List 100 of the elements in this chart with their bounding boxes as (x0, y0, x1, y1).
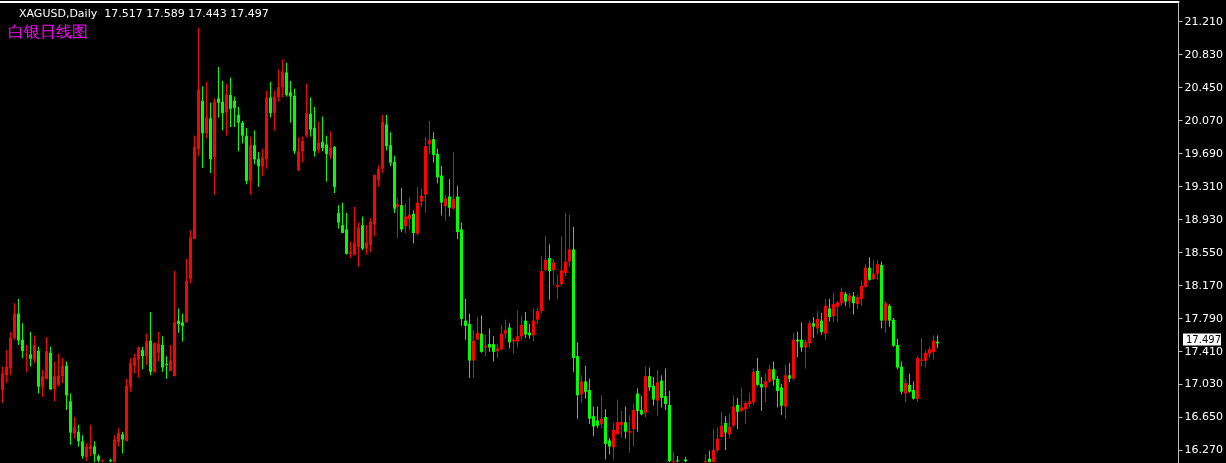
candlestick (840, 287, 843, 307)
candlestick (77, 424, 80, 447)
candlestick (912, 380, 915, 401)
candlestick (712, 428, 715, 463)
y-tick-label: 17.030 (1184, 377, 1224, 391)
candlestick (408, 196, 411, 231)
candlestick (81, 434, 84, 460)
candlestick (852, 291, 855, 316)
candlestick (305, 83, 308, 138)
y-tick-label: 18.930 (1184, 212, 1224, 226)
candlestick (141, 346, 144, 370)
candlestick (145, 333, 148, 366)
candlestick (724, 415, 727, 451)
candlestick (285, 62, 288, 98)
candlestick (225, 83, 228, 137)
candlestick (660, 374, 663, 408)
candlestick (488, 327, 491, 353)
candlestick (768, 364, 771, 384)
candlestick (233, 96, 236, 128)
candlestick (728, 413, 731, 439)
candlestick (600, 394, 603, 429)
candlestick (756, 357, 759, 387)
candlestick (620, 410, 623, 439)
text: XAGUSD,Daily 17.517 17.589 17.443 17.497 (19, 7, 269, 20)
candlestick (61, 357, 64, 384)
y-tick-label: 21.210 (1184, 14, 1224, 28)
candlestick (596, 406, 599, 429)
candlestick (396, 197, 399, 239)
candlestick (820, 312, 823, 336)
y-tick-label: 20.830 (1184, 47, 1224, 61)
candlestick (181, 313, 184, 342)
candlestick (636, 387, 639, 433)
candlestick (744, 400, 747, 425)
candlestick (321, 116, 324, 152)
candlestick (313, 106, 316, 158)
candlestick (480, 314, 483, 354)
candlestick (516, 309, 519, 349)
candlestick (812, 316, 815, 339)
candlestick (57, 353, 60, 388)
candlestick (632, 403, 635, 447)
candlestick (808, 320, 811, 349)
candlestick (137, 346, 140, 379)
candlestick (273, 90, 276, 131)
candlestick (329, 130, 332, 160)
y-tick-label: 20.070 (1184, 113, 1224, 127)
candlestick (876, 259, 879, 281)
candlestick (664, 367, 667, 411)
candlestick (337, 204, 340, 230)
candlestick (556, 274, 559, 300)
y-tick-label: 16.650 (1184, 410, 1224, 424)
y-tick-label: 17.790 (1184, 311, 1224, 325)
candlestick (772, 360, 775, 387)
candlestick (788, 362, 791, 383)
candlestick (241, 120, 244, 145)
candlestick (656, 369, 659, 417)
candlestick (29, 331, 32, 368)
candlestick (357, 222, 360, 268)
candlestick (25, 344, 28, 373)
candlestick (93, 440, 96, 463)
candlestick (177, 307, 180, 334)
candlestick (325, 135, 328, 183)
candlestick (113, 434, 116, 463)
candlestick (764, 373, 767, 403)
candlestick (404, 202, 407, 234)
y-tick-label: 19.310 (1184, 179, 1224, 193)
candlestick (736, 397, 739, 430)
candlestick (361, 215, 364, 251)
candlestick (257, 151, 260, 188)
candlestick (217, 66, 220, 118)
candlestick (624, 406, 627, 440)
text: 白银日线图 (8, 21, 88, 41)
candlestick (504, 319, 507, 340)
y-tick-label: 19.690 (1184, 146, 1224, 160)
candlestick (317, 121, 320, 154)
candlestick (412, 209, 415, 244)
candlestick (492, 335, 495, 362)
candlestick (628, 414, 631, 454)
candlestick (508, 322, 511, 349)
candlestick (868, 256, 871, 282)
candlestick (269, 81, 272, 118)
candlestick (828, 298, 831, 322)
candlestick (297, 136, 300, 172)
candlestick (716, 426, 719, 454)
candlestick (800, 321, 803, 353)
candlestick (277, 69, 280, 103)
candlestick (53, 360, 56, 402)
candlestick (544, 235, 547, 272)
candlestick (161, 335, 164, 373)
candlestick (580, 374, 583, 404)
candlestick (568, 214, 571, 268)
candlestick (532, 307, 535, 342)
candlestick (560, 235, 563, 287)
candlestick (420, 188, 423, 208)
candlestick (884, 301, 887, 334)
candlestick (281, 58, 284, 98)
y-tick-label: 17.410 (1184, 344, 1224, 358)
candlestick (932, 334, 935, 361)
candlestick (832, 292, 835, 323)
candlestick (89, 424, 92, 457)
y-tick-label: 16.270 (1184, 443, 1224, 457)
